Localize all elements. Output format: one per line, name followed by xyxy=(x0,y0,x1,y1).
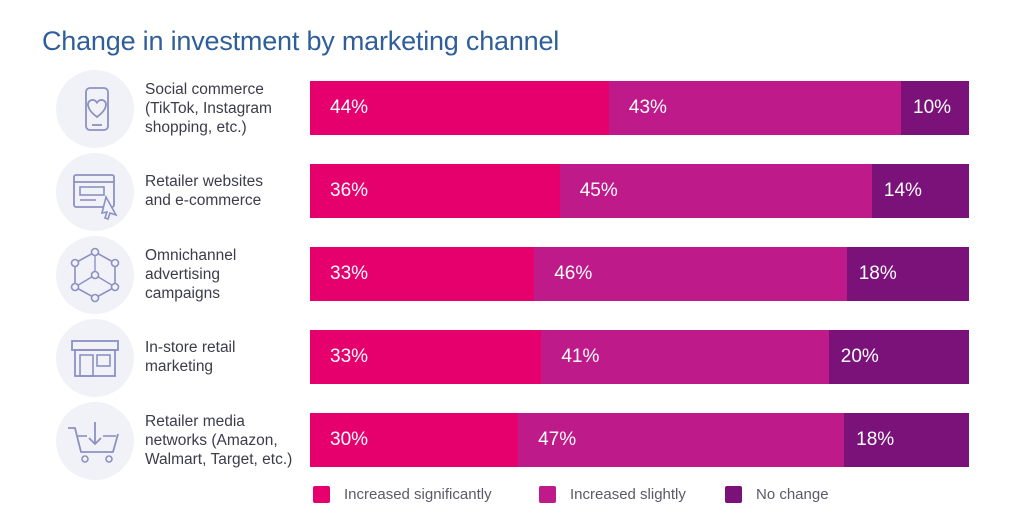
legend-swatch xyxy=(725,486,742,503)
data-label: 41% xyxy=(561,346,600,367)
bar-segment-no-change: 20% xyxy=(828,330,969,384)
stacked-bar: 33% 41% 20% xyxy=(310,330,969,384)
bar-segment-no-change: 14% xyxy=(871,164,969,218)
category-label: Social commerce (TikTok, Instagram shopp… xyxy=(145,81,272,136)
data-label: 47% xyxy=(538,429,577,450)
category-label: Omnichannel advertising campaigns xyxy=(145,247,237,302)
phone-heart-icon xyxy=(56,70,134,148)
legend-swatch xyxy=(539,486,556,503)
legend-label: Increased significantly xyxy=(344,486,492,503)
browser-cursor-icon xyxy=(56,153,134,231)
bar-segment-increased-significantly: 33% xyxy=(310,247,535,301)
legend-item-increased-slightly: Increased slightly xyxy=(539,486,686,503)
network-hexagon-icon xyxy=(56,236,134,314)
bar-segment-increased-significantly: 36% xyxy=(310,164,560,218)
chart-row: Omnichannel advertising campaigns 33% 46% 1… xyxy=(0,236,1024,314)
bar-segment-increased-slightly: 41% xyxy=(541,330,829,384)
bar-segment-no-change: 18% xyxy=(846,247,969,301)
chart-row: Social commerce (TikTok, Instagram shopp… xyxy=(0,70,1024,148)
legend-swatch xyxy=(313,486,330,503)
bar-segment-increased-significantly: 30% xyxy=(310,413,519,467)
stacked-bar: 36% 45% 14% xyxy=(310,164,969,218)
bar-segment-increased-significantly: 33% xyxy=(310,330,542,384)
data-label: 46% xyxy=(554,263,593,284)
category-label: In-store retail marketing xyxy=(145,339,236,375)
data-label: 14% xyxy=(883,180,922,201)
category-label: Retailer media networks (Amazon, Walmart… xyxy=(145,413,293,468)
stacked-bar: 30% 47% 18% xyxy=(310,413,969,467)
category-label: Retailer websites and e-commerce xyxy=(145,173,264,209)
chart-title: Change in investment by marketing channe… xyxy=(42,26,560,56)
data-label: 36% xyxy=(330,180,369,201)
legend-label: No change xyxy=(756,486,829,503)
data-label: 44% xyxy=(330,97,369,118)
bar-segment-increased-slightly: 45% xyxy=(559,164,872,218)
legend-item-no-change: No change xyxy=(725,486,829,503)
bar-segment-no-change: 18% xyxy=(844,413,969,467)
data-label: 45% xyxy=(579,180,618,201)
data-label: 30% xyxy=(330,429,369,450)
legend: Increased significantly Increased slight… xyxy=(0,486,1024,506)
legend-item-increased-significantly: Increased significantly xyxy=(313,486,492,503)
chart-row: Retailer media networks (Amazon, Walmart… xyxy=(0,402,1024,480)
data-label: 33% xyxy=(330,263,369,284)
bar-segment-increased-slightly: 46% xyxy=(534,247,847,301)
stacked-bar: 33% 46% 18% xyxy=(310,247,969,301)
bar-segment-increased-slightly: 47% xyxy=(518,413,845,467)
stacked-bar: 44% 43% 10% xyxy=(310,81,969,135)
chart-row: Retailer websites and e-commerce 36% 45% 14… xyxy=(0,153,1024,231)
data-label: 10% xyxy=(913,97,952,118)
bar-segment-increased-significantly: 44% xyxy=(310,81,609,135)
data-label: 18% xyxy=(856,429,895,450)
chart-row: In-store retail marketing 33% 41% 20% xyxy=(0,319,1024,397)
data-label: 43% xyxy=(628,97,667,118)
bar-segment-no-change: 10% xyxy=(901,81,969,135)
data-label: 20% xyxy=(840,346,879,367)
shopping-cart-download-icon xyxy=(56,402,134,480)
bar-segment-increased-slightly: 43% xyxy=(608,81,902,135)
storefront-icon xyxy=(56,319,134,397)
legend-label: Increased slightly xyxy=(570,486,686,503)
data-label: 33% xyxy=(330,346,369,367)
data-label: 18% xyxy=(858,263,897,284)
